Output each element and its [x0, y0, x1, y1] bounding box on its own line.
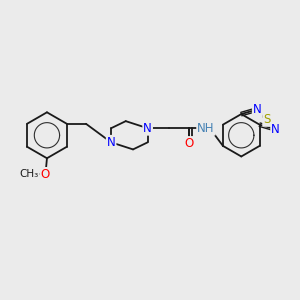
Text: N: N	[271, 123, 280, 136]
Text: NH: NH	[197, 122, 215, 135]
Text: CH₃: CH₃	[20, 169, 39, 179]
Text: O: O	[41, 168, 50, 181]
Text: N: N	[253, 103, 262, 116]
Text: N: N	[107, 136, 116, 149]
Text: O: O	[184, 137, 194, 150]
Text: N: N	[143, 122, 152, 135]
Text: S: S	[263, 113, 271, 126]
